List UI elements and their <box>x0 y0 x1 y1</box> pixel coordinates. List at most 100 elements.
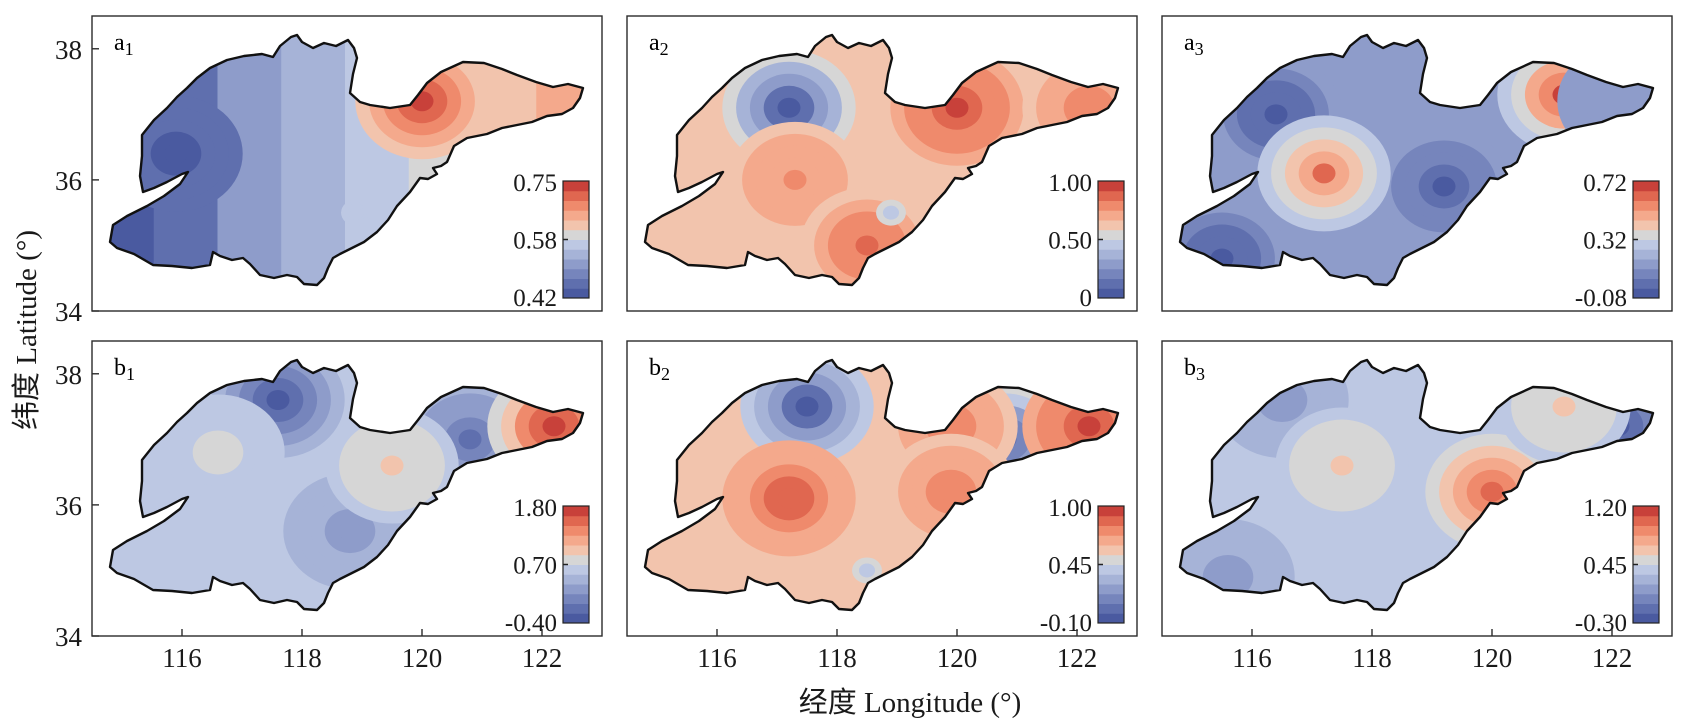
colorbar-swatch <box>1098 210 1124 221</box>
panel-b1: b1 1.80 0.70 -0.40 34 36 38 116 118 120 122 <box>55 340 603 673</box>
colorbar-swatch <box>563 525 589 536</box>
y-tick-label: 36 <box>55 166 82 196</box>
colorbar-swatch <box>563 545 589 556</box>
contour-low <box>164 143 188 164</box>
x-tick-label: 120 <box>937 643 978 673</box>
panel-label: b2 <box>649 355 670 384</box>
contour-high <box>542 416 566 437</box>
province-outline <box>108 33 585 287</box>
panel-b3: b3 1.20 0.45 -0.30 116 118 120 122 <box>1161 340 1673 673</box>
contour-low <box>338 521 362 542</box>
colorbar-swatch <box>1098 190 1124 201</box>
colorbar-swatch <box>563 535 589 546</box>
colorbar-label-mid: 0.45 <box>1048 553 1092 580</box>
x-tick-label: 122 <box>1592 643 1633 673</box>
contour-low <box>1612 91 1636 112</box>
colorbar-swatch <box>1633 515 1659 526</box>
province-outline <box>108 358 585 612</box>
colorbar-swatch <box>563 593 589 604</box>
panel-a3: a3 0.72 0.32 -0.08 <box>1161 15 1673 312</box>
colorbar-label-mid: 0.45 <box>1583 553 1627 580</box>
colorbar-swatch <box>1098 220 1124 231</box>
colorbar-swatch <box>1098 268 1124 279</box>
colorbar-label-max: 0.72 <box>1583 170 1627 197</box>
colorbar-swatch <box>1633 210 1659 221</box>
colorbar-label-max: 1.00 <box>1048 170 1092 197</box>
colorbar: 1.00 0.50 0 <box>1048 170 1125 312</box>
colorbar-swatch <box>563 603 589 614</box>
colorbar-label-max: 1.80 <box>513 495 557 522</box>
x-tick-label: 122 <box>522 643 563 673</box>
colorbar-swatch <box>563 506 589 517</box>
colorbar-swatch <box>1098 239 1124 250</box>
colorbar-swatch <box>1633 603 1659 614</box>
colorbar-label-max: 0.75 <box>513 170 557 197</box>
colorbar-swatch <box>563 259 589 270</box>
colorbar-swatch <box>1633 268 1659 279</box>
colorbar-swatch <box>563 574 589 585</box>
colorbar-swatch <box>563 278 589 289</box>
panel-a1: a1 0.75 0.58 0.42 34 36 38 <box>55 15 603 327</box>
contour-low <box>1432 176 1456 197</box>
panel-label: b1 <box>114 355 135 384</box>
colorbar-swatch <box>563 239 589 250</box>
colorbar-swatch <box>563 210 589 221</box>
colorbar-swatch <box>1098 278 1124 289</box>
colorbar-swatch <box>1633 288 1659 299</box>
colorbar-swatch <box>1633 229 1659 240</box>
y-tick-label: 34 <box>55 297 83 327</box>
colorbar-label-mid: 0.50 <box>1048 228 1092 255</box>
contour-high <box>1330 455 1354 476</box>
y-axis-title: 纬度 Latitude (°) <box>10 230 43 430</box>
x-tick-label: 122 <box>1057 643 1098 673</box>
x-tick-label: 118 <box>817 643 857 673</box>
contour-high <box>206 442 230 463</box>
colorbar-swatch <box>1633 259 1659 270</box>
contour-low <box>777 97 801 118</box>
contour-local <box>861 565 873 576</box>
colorbar-label-mid: 0.58 <box>513 228 557 255</box>
colorbar-swatch <box>1098 259 1124 270</box>
colorbar-swatch <box>1633 278 1659 289</box>
province-outline <box>643 33 1120 287</box>
colorbar-swatch <box>1633 525 1659 536</box>
colorbar: 0.72 0.32 -0.08 <box>1575 170 1660 312</box>
colorbar-swatch <box>1633 584 1659 595</box>
colorbar-label-mid: 0.70 <box>513 553 557 580</box>
colorbar-swatch <box>1633 574 1659 585</box>
colorbar-swatch <box>1098 288 1124 299</box>
colorbar-label-min: -0.30 <box>1575 610 1627 637</box>
colorbar-label-min: -0.08 <box>1575 285 1627 312</box>
panels-group: a1 0.75 0.58 0.42 34 36 38 a2 1.00 0.50 0 a3 0.72 0.3… <box>55 15 1673 673</box>
contour-high <box>380 455 404 476</box>
contour-low <box>1264 104 1288 125</box>
x-tick-label: 118 <box>282 643 322 673</box>
colorbar-label-max: 1.20 <box>1583 495 1627 522</box>
colorbar-swatch <box>1098 593 1124 604</box>
colorbar-swatch <box>1633 535 1659 546</box>
contour-high <box>1077 416 1101 437</box>
panel-label: a1 <box>114 30 134 59</box>
x-tick-label: 120 <box>1472 643 1513 673</box>
colorbar-swatch <box>1633 564 1659 575</box>
colorbar-swatch <box>1633 506 1659 517</box>
colorbar-swatch <box>563 229 589 240</box>
panel-label: a3 <box>1184 30 1204 59</box>
colorbar-swatch <box>1633 554 1659 565</box>
y-tick-label: 38 <box>55 360 82 390</box>
colorbar-swatch <box>563 181 589 192</box>
contour-high <box>777 488 801 509</box>
colorbar: 1.80 0.70 -0.40 <box>505 495 590 637</box>
colorbar-swatch <box>1633 613 1659 624</box>
colorbar-swatch <box>1098 545 1124 556</box>
colorbar-swatch <box>1633 239 1659 250</box>
contour-low <box>795 396 819 417</box>
colorbar-swatch <box>563 584 589 595</box>
colorbar-label-min: -0.10 <box>1040 610 1092 637</box>
colorbar-swatch <box>563 288 589 299</box>
colorbar-swatch <box>563 220 589 231</box>
colorbar-swatch <box>1098 200 1124 211</box>
colorbar-swatch <box>1098 535 1124 546</box>
colorbar-swatch <box>563 515 589 526</box>
